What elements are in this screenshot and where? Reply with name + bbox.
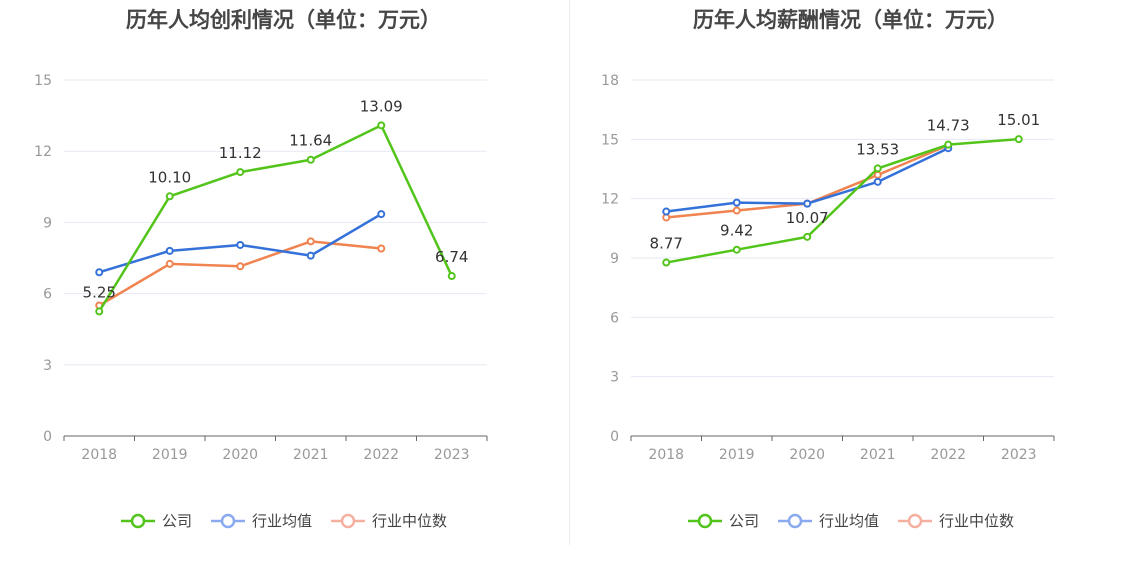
x-tick-label: 2020 xyxy=(789,447,825,463)
x-tick-label: 2023 xyxy=(1001,447,1037,463)
x-tick-label: 2022 xyxy=(363,447,399,463)
data-point xyxy=(1014,135,1023,144)
data-point xyxy=(662,258,671,267)
series-line xyxy=(98,240,382,307)
data-label: 13.09 xyxy=(360,97,403,115)
data-point xyxy=(95,307,104,316)
legend-item[interactable]: 行业均值 xyxy=(777,510,879,531)
y-tick-label: 18 xyxy=(601,73,619,89)
chart-panel-profit: 历年人均创利情况（单位：万元） 0 3 6 9 12 15 2018 2019 2020 2021… xyxy=(0,8,567,531)
data-point xyxy=(803,232,812,241)
data-point xyxy=(732,245,741,254)
chart-panel-salary: 历年人均薪酬情况（单位：万元） 0 3 6 9 12 15 18 2018 2019 2020 20… xyxy=(567,0,1134,582)
x-tick-label: 2019 xyxy=(719,447,755,463)
x-tick-label: 2021 xyxy=(860,447,896,463)
x-tick-label: 2021 xyxy=(293,447,329,463)
y-tick-label: 6 xyxy=(610,310,619,326)
chart-legend: 公司 行业均值 行业中位数 xyxy=(567,510,1134,531)
legend-label: 行业中位数 xyxy=(372,512,448,530)
y-tick-label: 3 xyxy=(610,370,619,386)
data-label: 13.53 xyxy=(856,140,899,158)
x-tick-label: 2018 xyxy=(81,447,117,463)
data-point xyxy=(165,246,174,255)
data-label: 10.10 xyxy=(148,168,191,186)
chart-legend: 公司 行业均值 行业中位数 xyxy=(0,510,567,531)
data-point xyxy=(377,121,386,130)
data-label: 9.42 xyxy=(720,222,753,240)
y-tick-label: 12 xyxy=(601,192,619,208)
legend-line-icon xyxy=(210,513,245,528)
chart-title: 历年人均薪酬情况（单位：万元） xyxy=(693,8,1008,32)
data-point xyxy=(377,210,386,219)
data-point xyxy=(236,168,245,177)
data-point xyxy=(236,240,245,249)
legend-item[interactable]: 行业中位数 xyxy=(897,510,1014,531)
legend-label: 行业均值 xyxy=(818,512,879,530)
data-label: 15.01 xyxy=(997,111,1040,129)
data-point xyxy=(732,198,741,207)
y-tick-label: 0 xyxy=(43,429,52,445)
legend-item[interactable]: 行业中位数 xyxy=(330,510,447,531)
data-point xyxy=(803,199,812,208)
data-point xyxy=(165,192,174,201)
legend-label: 公司 xyxy=(728,512,759,530)
y-tick-label: 3 xyxy=(43,358,52,374)
data-label: 10.07 xyxy=(786,209,829,227)
legend-label: 行业均值 xyxy=(251,512,312,530)
data-point xyxy=(944,140,953,149)
y-tick-label: 15 xyxy=(34,73,52,89)
y-tick-label: 12 xyxy=(34,144,52,160)
data-point xyxy=(377,244,386,253)
y-tick-label: 9 xyxy=(43,215,52,231)
data-point xyxy=(306,251,315,260)
salary-chart-svg: 0 3 6 9 12 15 18 2018 2019 2020 2021 2022 2023 8.77 9.… xyxy=(601,73,1055,463)
data-label: 14.73 xyxy=(927,117,970,135)
legend-label: 公司 xyxy=(161,512,192,530)
y-tick-label: 15 xyxy=(601,132,619,148)
data-label: 6.74 xyxy=(435,248,468,266)
panel-divider xyxy=(569,0,570,545)
x-tick-label: 2022 xyxy=(930,447,966,463)
data-point xyxy=(732,206,741,215)
legend-line-icon xyxy=(777,513,812,528)
legend-line-icon xyxy=(687,513,722,528)
series-line xyxy=(666,137,1019,264)
data-label: 11.12 xyxy=(219,144,262,162)
data-point xyxy=(662,207,671,216)
y-tick-label: 6 xyxy=(43,287,52,303)
x-tick-label: 2018 xyxy=(648,447,684,463)
y-tick-label: 9 xyxy=(610,251,619,267)
data-point xyxy=(306,237,315,246)
data-point xyxy=(873,164,882,173)
data-point xyxy=(236,262,245,271)
data-label: 11.64 xyxy=(289,132,332,150)
legend-line-icon xyxy=(120,513,155,528)
legend-item[interactable]: 公司 xyxy=(120,510,192,531)
chart-title: 历年人均创利情况（单位：万元） xyxy=(126,8,441,32)
legend-line-icon xyxy=(331,513,365,528)
data-label: 8.77 xyxy=(650,235,683,253)
x-tick-label: 2020 xyxy=(222,447,258,463)
x-tick-label: 2023 xyxy=(434,447,470,463)
x-tick-label: 2019 xyxy=(152,447,188,463)
data-point xyxy=(306,155,315,164)
legend-item[interactable]: 行业均值 xyxy=(210,510,312,531)
data-label: 5.25 xyxy=(83,283,116,301)
legend-item[interactable]: 公司 xyxy=(687,510,759,531)
data-point xyxy=(165,259,174,268)
data-point xyxy=(95,268,104,277)
profit-chart-svg: 0 3 6 9 12 15 2018 2019 2020 2021 2022 2023 5.25 10.1… xyxy=(34,73,488,463)
legend-label: 行业中位数 xyxy=(939,512,1015,530)
legend-line-icon xyxy=(898,513,932,528)
y-tick-label: 0 xyxy=(610,429,619,445)
data-point xyxy=(447,272,456,281)
series-line xyxy=(98,124,453,313)
data-point xyxy=(873,177,882,186)
data-point xyxy=(873,170,882,179)
